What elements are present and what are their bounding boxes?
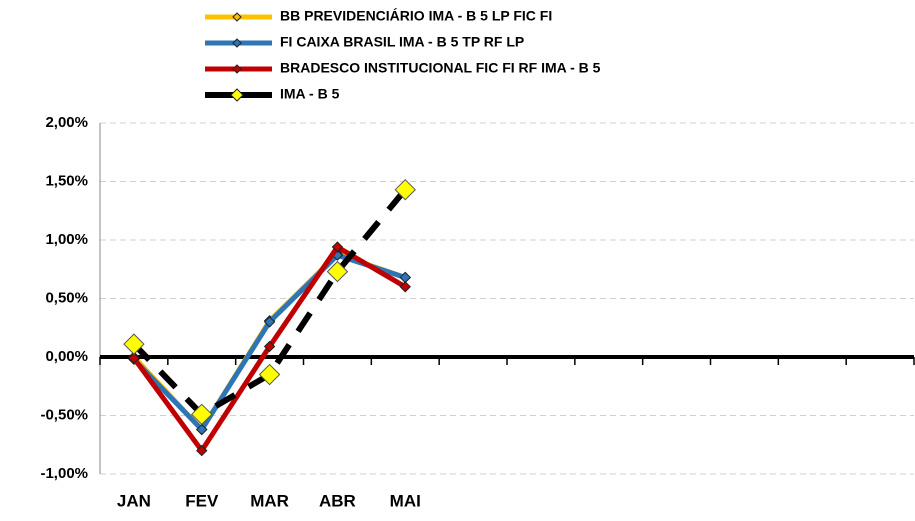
y-tick-label: -0,50% (40, 406, 88, 423)
legend-marker (232, 38, 242, 48)
x-tick-label: MAI (390, 491, 421, 510)
legend-label: BRADESCO INSTITUCIONAL FIC FI RF IMA - B… (280, 60, 601, 76)
y-tick-label: 1,00% (45, 231, 88, 248)
y-tick-label: -1,00% (40, 465, 88, 482)
point-marker (196, 444, 208, 457)
y-tick-label: 2,00% (45, 114, 88, 131)
legend-label: BB PREVIDENCIÁRIO IMA - B 5 LP FIC FI (280, 8, 552, 24)
point-marker (263, 340, 276, 353)
x-tick-label: FEV (185, 491, 219, 510)
x-tick-label: JAN (117, 491, 151, 510)
point-marker (128, 352, 140, 364)
point-marker (326, 260, 349, 283)
legend-label: IMA - B 5 (280, 86, 340, 102)
y-tick-label: 0,00% (45, 348, 88, 365)
x-tick-label: MAR (250, 491, 289, 510)
point-marker (394, 178, 416, 201)
point-marker (263, 316, 276, 328)
point-marker (123, 333, 145, 355)
legend-marker (232, 12, 242, 22)
point-marker (191, 403, 213, 426)
legend-label: FI CAIXA BRASIL IMA - B 5 TP RF LP (280, 34, 524, 50)
legend-marker (232, 64, 242, 74)
y-tick-label: 1,50% (45, 172, 88, 189)
x-tick-label: ABR (319, 491, 356, 510)
point-marker (258, 363, 281, 386)
point-marker (399, 281, 411, 293)
legend-marker (230, 88, 244, 102)
y-tick-label: 0,50% (45, 289, 88, 306)
point-marker (196, 423, 208, 436)
point-marker (331, 241, 344, 253)
